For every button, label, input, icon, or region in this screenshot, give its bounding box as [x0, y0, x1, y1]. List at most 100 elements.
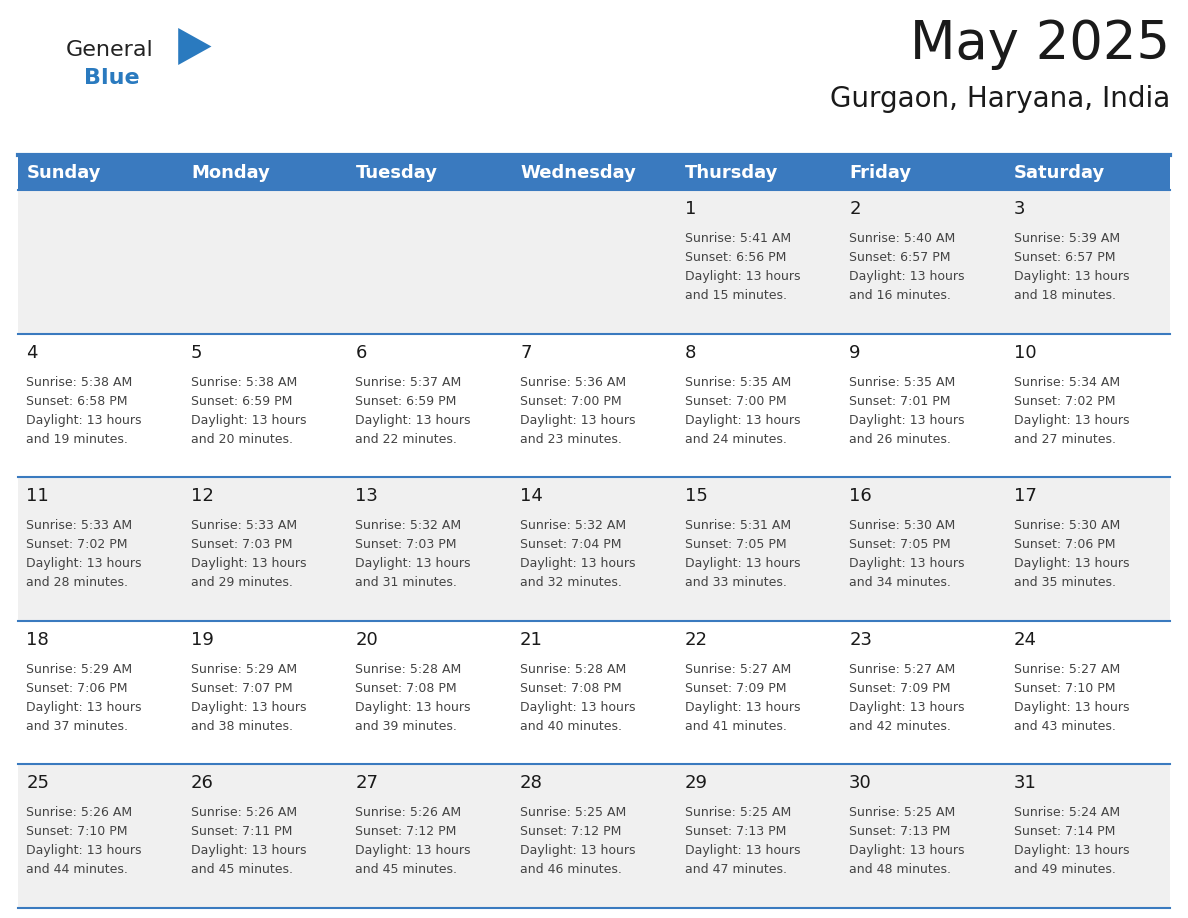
Text: 29: 29	[684, 775, 708, 792]
Text: Daylight: 13 hours: Daylight: 13 hours	[355, 845, 470, 857]
Text: Daylight: 13 hours: Daylight: 13 hours	[849, 845, 965, 857]
Text: General: General	[65, 40, 153, 60]
Text: Sunrise: 5:35 AM: Sunrise: 5:35 AM	[849, 375, 955, 388]
Text: Sunset: 7:01 PM: Sunset: 7:01 PM	[849, 395, 950, 408]
Text: Sunrise: 5:36 AM: Sunrise: 5:36 AM	[520, 375, 626, 388]
Text: Daylight: 13 hours: Daylight: 13 hours	[26, 700, 141, 714]
Text: Sunset: 7:05 PM: Sunset: 7:05 PM	[684, 538, 786, 551]
Text: Sunrise: 5:26 AM: Sunrise: 5:26 AM	[26, 806, 132, 820]
Text: Sunrise: 5:38 AM: Sunrise: 5:38 AM	[191, 375, 297, 388]
Text: and 33 minutes.: and 33 minutes.	[684, 577, 786, 589]
Text: Sunrise: 5:32 AM: Sunrise: 5:32 AM	[355, 520, 462, 532]
Text: Gurgaon, Haryana, India: Gurgaon, Haryana, India	[830, 85, 1170, 113]
Text: 7: 7	[520, 343, 531, 362]
Text: Sunset: 7:13 PM: Sunset: 7:13 PM	[684, 825, 786, 838]
Text: Sunrise: 5:40 AM: Sunrise: 5:40 AM	[849, 232, 955, 245]
Text: and 15 minutes.: and 15 minutes.	[684, 289, 786, 302]
Text: Sunset: 7:03 PM: Sunset: 7:03 PM	[355, 538, 457, 551]
Text: Sunrise: 5:34 AM: Sunrise: 5:34 AM	[1013, 375, 1120, 388]
Text: Sunrise: 5:24 AM: Sunrise: 5:24 AM	[1013, 806, 1120, 820]
Text: Daylight: 13 hours: Daylight: 13 hours	[355, 557, 470, 570]
Bar	[841, 155, 1005, 190]
Text: Sunset: 7:04 PM: Sunset: 7:04 PM	[520, 538, 621, 551]
Text: Sunset: 7:02 PM: Sunset: 7:02 PM	[26, 538, 128, 551]
Text: and 38 minutes.: and 38 minutes.	[191, 720, 293, 733]
Text: Sunday: Sunday	[26, 163, 101, 182]
Text: Sunrise: 5:31 AM: Sunrise: 5:31 AM	[684, 520, 791, 532]
Text: 11: 11	[26, 487, 49, 505]
Text: and 27 minutes.: and 27 minutes.	[1013, 432, 1116, 445]
Text: Sunset: 7:05 PM: Sunset: 7:05 PM	[849, 538, 950, 551]
Text: Daylight: 13 hours: Daylight: 13 hours	[849, 414, 965, 427]
Text: Daylight: 13 hours: Daylight: 13 hours	[520, 845, 636, 857]
Text: Sunset: 7:11 PM: Sunset: 7:11 PM	[191, 825, 292, 838]
Text: 28: 28	[520, 775, 543, 792]
Text: Sunrise: 5:30 AM: Sunrise: 5:30 AM	[1013, 520, 1120, 532]
Text: 21: 21	[520, 631, 543, 649]
Bar	[183, 155, 347, 190]
Text: and 16 minutes.: and 16 minutes.	[849, 289, 952, 302]
Text: Daylight: 13 hours: Daylight: 13 hours	[520, 557, 636, 570]
Text: Sunset: 7:00 PM: Sunset: 7:00 PM	[520, 395, 621, 408]
Text: Sunset: 7:10 PM: Sunset: 7:10 PM	[1013, 682, 1116, 695]
Text: Sunrise: 5:29 AM: Sunrise: 5:29 AM	[191, 663, 297, 676]
Text: Sunrise: 5:25 AM: Sunrise: 5:25 AM	[520, 806, 626, 820]
Text: Daylight: 13 hours: Daylight: 13 hours	[191, 700, 307, 714]
Text: Daylight: 13 hours: Daylight: 13 hours	[191, 414, 307, 427]
Text: May 2025: May 2025	[910, 18, 1170, 70]
Text: Sunset: 6:56 PM: Sunset: 6:56 PM	[684, 251, 786, 264]
Text: Sunset: 7:03 PM: Sunset: 7:03 PM	[191, 538, 292, 551]
Text: Daylight: 13 hours: Daylight: 13 hours	[1013, 557, 1130, 570]
Text: Daylight: 13 hours: Daylight: 13 hours	[684, 414, 800, 427]
Text: 15: 15	[684, 487, 708, 505]
Text: Daylight: 13 hours: Daylight: 13 hours	[355, 700, 470, 714]
Text: 1: 1	[684, 200, 696, 218]
Text: 20: 20	[355, 631, 378, 649]
Text: 24: 24	[1013, 631, 1037, 649]
Text: and 34 minutes.: and 34 minutes.	[849, 577, 952, 589]
Text: and 44 minutes.: and 44 minutes.	[26, 864, 128, 877]
Text: and 28 minutes.: and 28 minutes.	[26, 577, 128, 589]
Text: 18: 18	[26, 631, 49, 649]
Text: Daylight: 13 hours: Daylight: 13 hours	[1013, 414, 1130, 427]
Bar	[18, 155, 183, 190]
Text: 17: 17	[1013, 487, 1037, 505]
Text: 8: 8	[684, 343, 696, 362]
Text: Daylight: 13 hours: Daylight: 13 hours	[191, 557, 307, 570]
Text: Sunset: 7:06 PM: Sunset: 7:06 PM	[26, 682, 128, 695]
Text: Tuesday: Tuesday	[355, 163, 437, 182]
Text: 5: 5	[191, 343, 202, 362]
Text: Daylight: 13 hours: Daylight: 13 hours	[684, 557, 800, 570]
Text: Sunrise: 5:25 AM: Sunrise: 5:25 AM	[684, 806, 791, 820]
Text: Saturday: Saturday	[1013, 163, 1105, 182]
Text: Sunset: 7:08 PM: Sunset: 7:08 PM	[355, 682, 457, 695]
Text: and 35 minutes.: and 35 minutes.	[1013, 577, 1116, 589]
Text: and 47 minutes.: and 47 minutes.	[684, 864, 786, 877]
Text: Daylight: 13 hours: Daylight: 13 hours	[26, 414, 141, 427]
Text: Sunset: 7:12 PM: Sunset: 7:12 PM	[355, 825, 457, 838]
Text: Sunrise: 5:29 AM: Sunrise: 5:29 AM	[26, 663, 132, 676]
Text: 23: 23	[849, 631, 872, 649]
Text: Sunset: 7:07 PM: Sunset: 7:07 PM	[191, 682, 292, 695]
Text: Daylight: 13 hours: Daylight: 13 hours	[849, 700, 965, 714]
Text: 22: 22	[684, 631, 708, 649]
Text: 13: 13	[355, 487, 378, 505]
Text: and 22 minutes.: and 22 minutes.	[355, 432, 457, 445]
Text: Sunset: 7:14 PM: Sunset: 7:14 PM	[1013, 825, 1116, 838]
Text: and 20 minutes.: and 20 minutes.	[191, 432, 293, 445]
Text: Daylight: 13 hours: Daylight: 13 hours	[849, 557, 965, 570]
Text: Daylight: 13 hours: Daylight: 13 hours	[26, 845, 141, 857]
Text: Daylight: 13 hours: Daylight: 13 hours	[355, 414, 470, 427]
Bar	[676, 155, 841, 190]
Text: Sunset: 6:59 PM: Sunset: 6:59 PM	[355, 395, 457, 408]
Text: Sunrise: 5:41 AM: Sunrise: 5:41 AM	[684, 232, 791, 245]
Text: and 42 minutes.: and 42 minutes.	[849, 720, 952, 733]
Text: 14: 14	[520, 487, 543, 505]
Text: and 29 minutes.: and 29 minutes.	[191, 577, 292, 589]
Bar	[18, 477, 1170, 621]
Text: Monday: Monday	[191, 163, 270, 182]
Text: Sunset: 7:09 PM: Sunset: 7:09 PM	[849, 682, 950, 695]
Text: Daylight: 13 hours: Daylight: 13 hours	[520, 414, 636, 427]
Bar	[347, 155, 512, 190]
Text: and 41 minutes.: and 41 minutes.	[684, 720, 786, 733]
